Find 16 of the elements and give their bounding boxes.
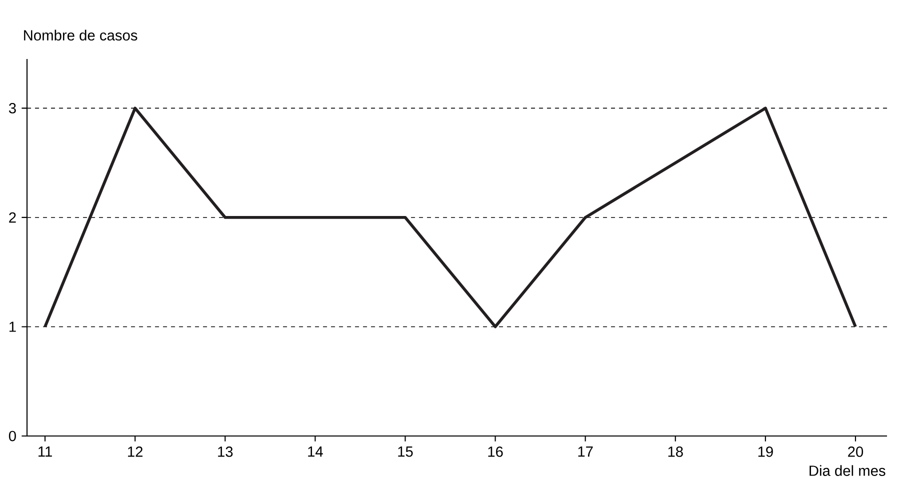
y-tick-label: 2 [9,212,16,223]
y-axis-title: Nombre de casos [24,30,138,41]
x-tick-label: 14 [308,446,323,457]
x-tick-label: 12 [128,446,143,457]
x-tick-label: 11 [38,446,52,457]
y-tick-label: 1 [9,322,16,332]
x-tick-label: 13 [218,446,233,457]
x-tick-label: 20 [848,446,864,457]
x-tick-label: 18 [668,446,683,457]
y-tick-label: 3 [8,103,16,114]
x-tick-label: 16 [488,446,503,457]
x-tick-label: 15 [398,446,413,457]
x-axis-title: Dia del mes [810,465,886,476]
y-tick-label: 0 [8,430,16,442]
x-tick-label: 17 [578,446,593,457]
x-tick-label: 19 [758,446,773,457]
